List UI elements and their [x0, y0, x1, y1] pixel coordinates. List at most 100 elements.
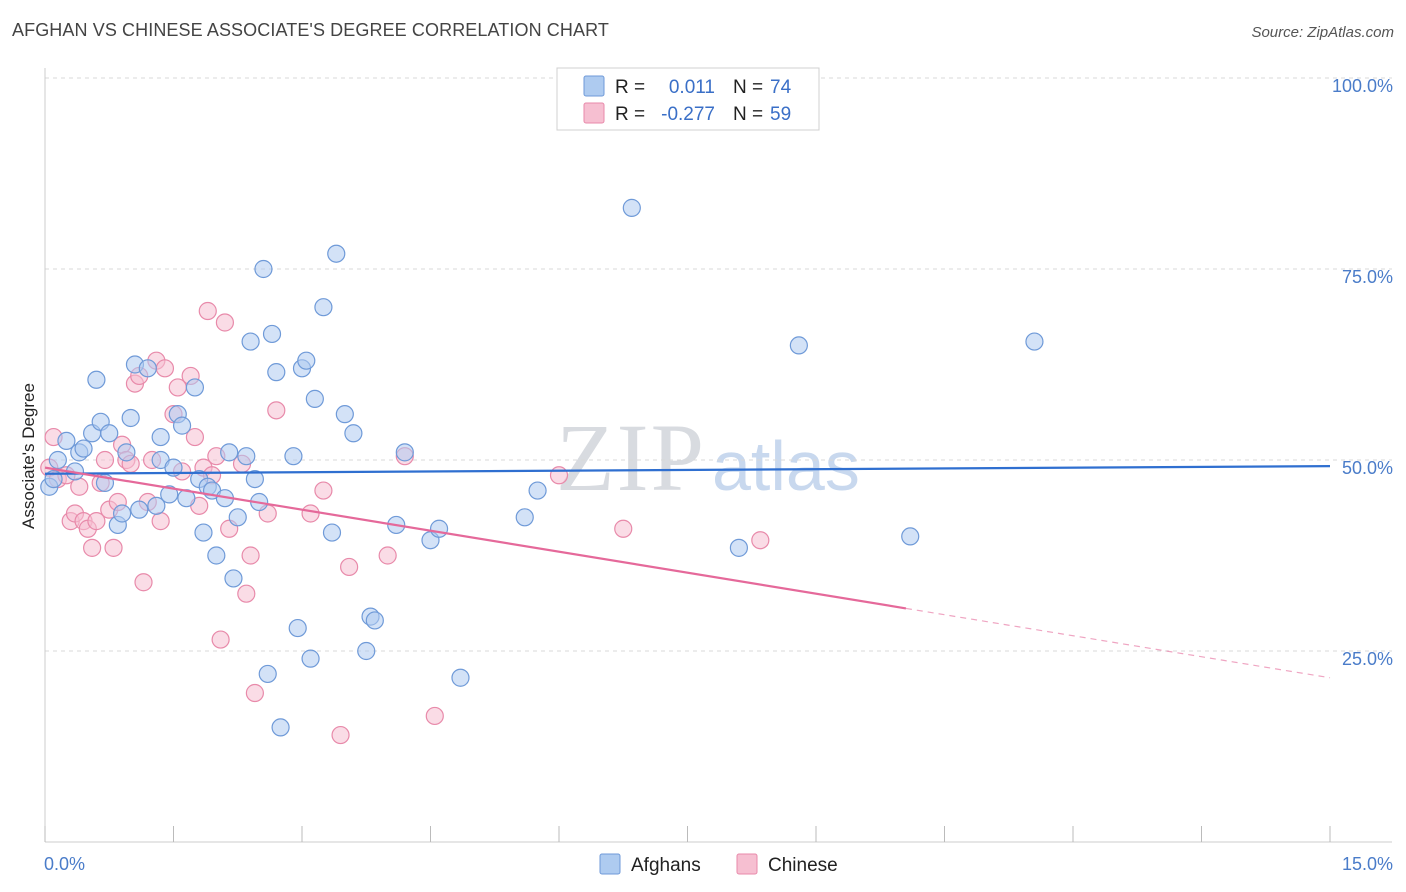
- afghans-point: [451, 668, 470, 687]
- stats-n-label-chinese: N =: [733, 104, 763, 125]
- y-tick-label: 25.0%: [1342, 649, 1393, 669]
- afghans-point: [100, 424, 119, 443]
- stats-r-value-afghans: 0.011: [669, 77, 715, 98]
- trend-lines: [44, 465, 1331, 679]
- afghans-point: [151, 427, 170, 447]
- afghans-point: [395, 443, 414, 462]
- afghans-point: [327, 244, 346, 263]
- afghans-point: [237, 447, 256, 466]
- stats-n-value-chinese: 59: [770, 104, 791, 125]
- afghans-point: [322, 523, 342, 542]
- stats-swatch-chinese: [583, 102, 605, 124]
- legend-swatch-chinese: [736, 853, 758, 875]
- afghans-point: [228, 508, 247, 527]
- chinese-point: [198, 301, 217, 321]
- stats-box: R = 0.011 N = 74 R = -0.277 N = 59: [556, 67, 820, 131]
- afghans-point: [344, 424, 363, 443]
- stats-swatch-afghans: [583, 75, 605, 97]
- chinese-point: [751, 531, 770, 550]
- chinese-point: [211, 630, 230, 649]
- y-tick-label: 75.0%: [1342, 267, 1393, 287]
- chinese-trend-line-extrapolated: [905, 607, 1331, 679]
- afghans-point: [365, 611, 384, 630]
- chinese-point: [215, 313, 234, 332]
- afghans-point: [335, 405, 354, 424]
- afghans-points: [40, 198, 1044, 737]
- afghans-point: [297, 351, 316, 370]
- axes: [44, 68, 1392, 843]
- afghans-point: [172, 416, 192, 435]
- afghans-point: [284, 447, 303, 466]
- afghans-point: [267, 363, 286, 382]
- afghans-point: [147, 496, 166, 515]
- afghans-point: [44, 470, 63, 489]
- chinese-point: [95, 450, 115, 470]
- chinese-point: [185, 427, 205, 447]
- stats-r-label-chinese: R =: [615, 104, 645, 125]
- legend-swatch-afghans: [599, 853, 621, 875]
- chinese-point: [237, 584, 256, 603]
- tick-labels: 25.0% 50.0% 75.0% 100.0% 0.0% 15.0%: [44, 76, 1393, 874]
- chinese-point: [134, 573, 153, 592]
- chinese-point: [378, 546, 397, 565]
- afghans-point: [254, 259, 273, 279]
- watermark-zip: ZIP: [556, 404, 706, 511]
- stats-n-value-afghans: 74: [770, 77, 792, 98]
- chinese-point: [331, 725, 350, 745]
- afghans-point: [262, 324, 282, 344]
- afghans-point: [117, 443, 136, 462]
- afghans-point: [258, 664, 277, 684]
- afghans-point: [314, 298, 333, 317]
- afghans-point: [288, 618, 307, 638]
- y-tick-label: 50.0%: [1342, 458, 1393, 478]
- afghans-point: [305, 389, 324, 408]
- chinese-point: [245, 683, 264, 703]
- afghans-point: [515, 508, 534, 527]
- afghans-point: [48, 450, 67, 470]
- afghans-point: [357, 641, 376, 661]
- y-axis-label: Associate's Degree: [19, 383, 38, 529]
- afghans-trend-line: [44, 465, 1331, 475]
- afghans-point: [245, 470, 264, 489]
- afghans-point: [220, 443, 239, 462]
- afghans-point: [622, 198, 641, 217]
- afghans-point: [301, 649, 320, 668]
- chinese-point: [104, 538, 123, 557]
- watermark-atlas: atlas: [712, 427, 860, 505]
- stats-r-value-chinese: -0.277: [661, 104, 715, 125]
- afghans-point: [130, 500, 149, 519]
- chinese-point: [151, 512, 170, 531]
- afghans-point: [528, 481, 547, 500]
- stats-n-label-afghans: N =: [733, 77, 763, 98]
- gridlines: [45, 77, 1392, 652]
- chinese-point: [83, 538, 102, 557]
- chinese-trend-line: [44, 466, 907, 610]
- afghans-point: [789, 336, 808, 355]
- afghans-point: [271, 718, 290, 737]
- afghans-point: [87, 370, 106, 389]
- chinese-point: [614, 519, 633, 538]
- stats-r-label-afghans: R =: [615, 77, 645, 98]
- x-tick-label: 0.0%: [44, 854, 85, 874]
- afghans-point: [57, 431, 76, 450]
- afghans-point: [224, 569, 243, 588]
- chinese-point: [425, 706, 444, 726]
- afghans-point: [185, 378, 205, 397]
- legend-label-afghans: Afghans: [631, 855, 701, 876]
- chinese-point: [314, 481, 333, 500]
- chinese-point: [549, 466, 569, 485]
- chinese-point: [70, 477, 89, 496]
- afghans-point: [1025, 332, 1044, 351]
- afghans-point: [194, 523, 213, 542]
- afghans-point: [121, 408, 140, 428]
- afghans-point: [160, 485, 179, 504]
- legend: Afghans Chinese: [599, 853, 838, 876]
- afghans-point: [138, 359, 157, 378]
- afghans-point: [729, 538, 749, 557]
- afghans-point: [112, 504, 132, 523]
- x-tick-label: 15.0%: [1342, 854, 1393, 874]
- chinese-point: [87, 512, 106, 531]
- chinese-point: [267, 401, 286, 420]
- afghans-point: [241, 332, 260, 351]
